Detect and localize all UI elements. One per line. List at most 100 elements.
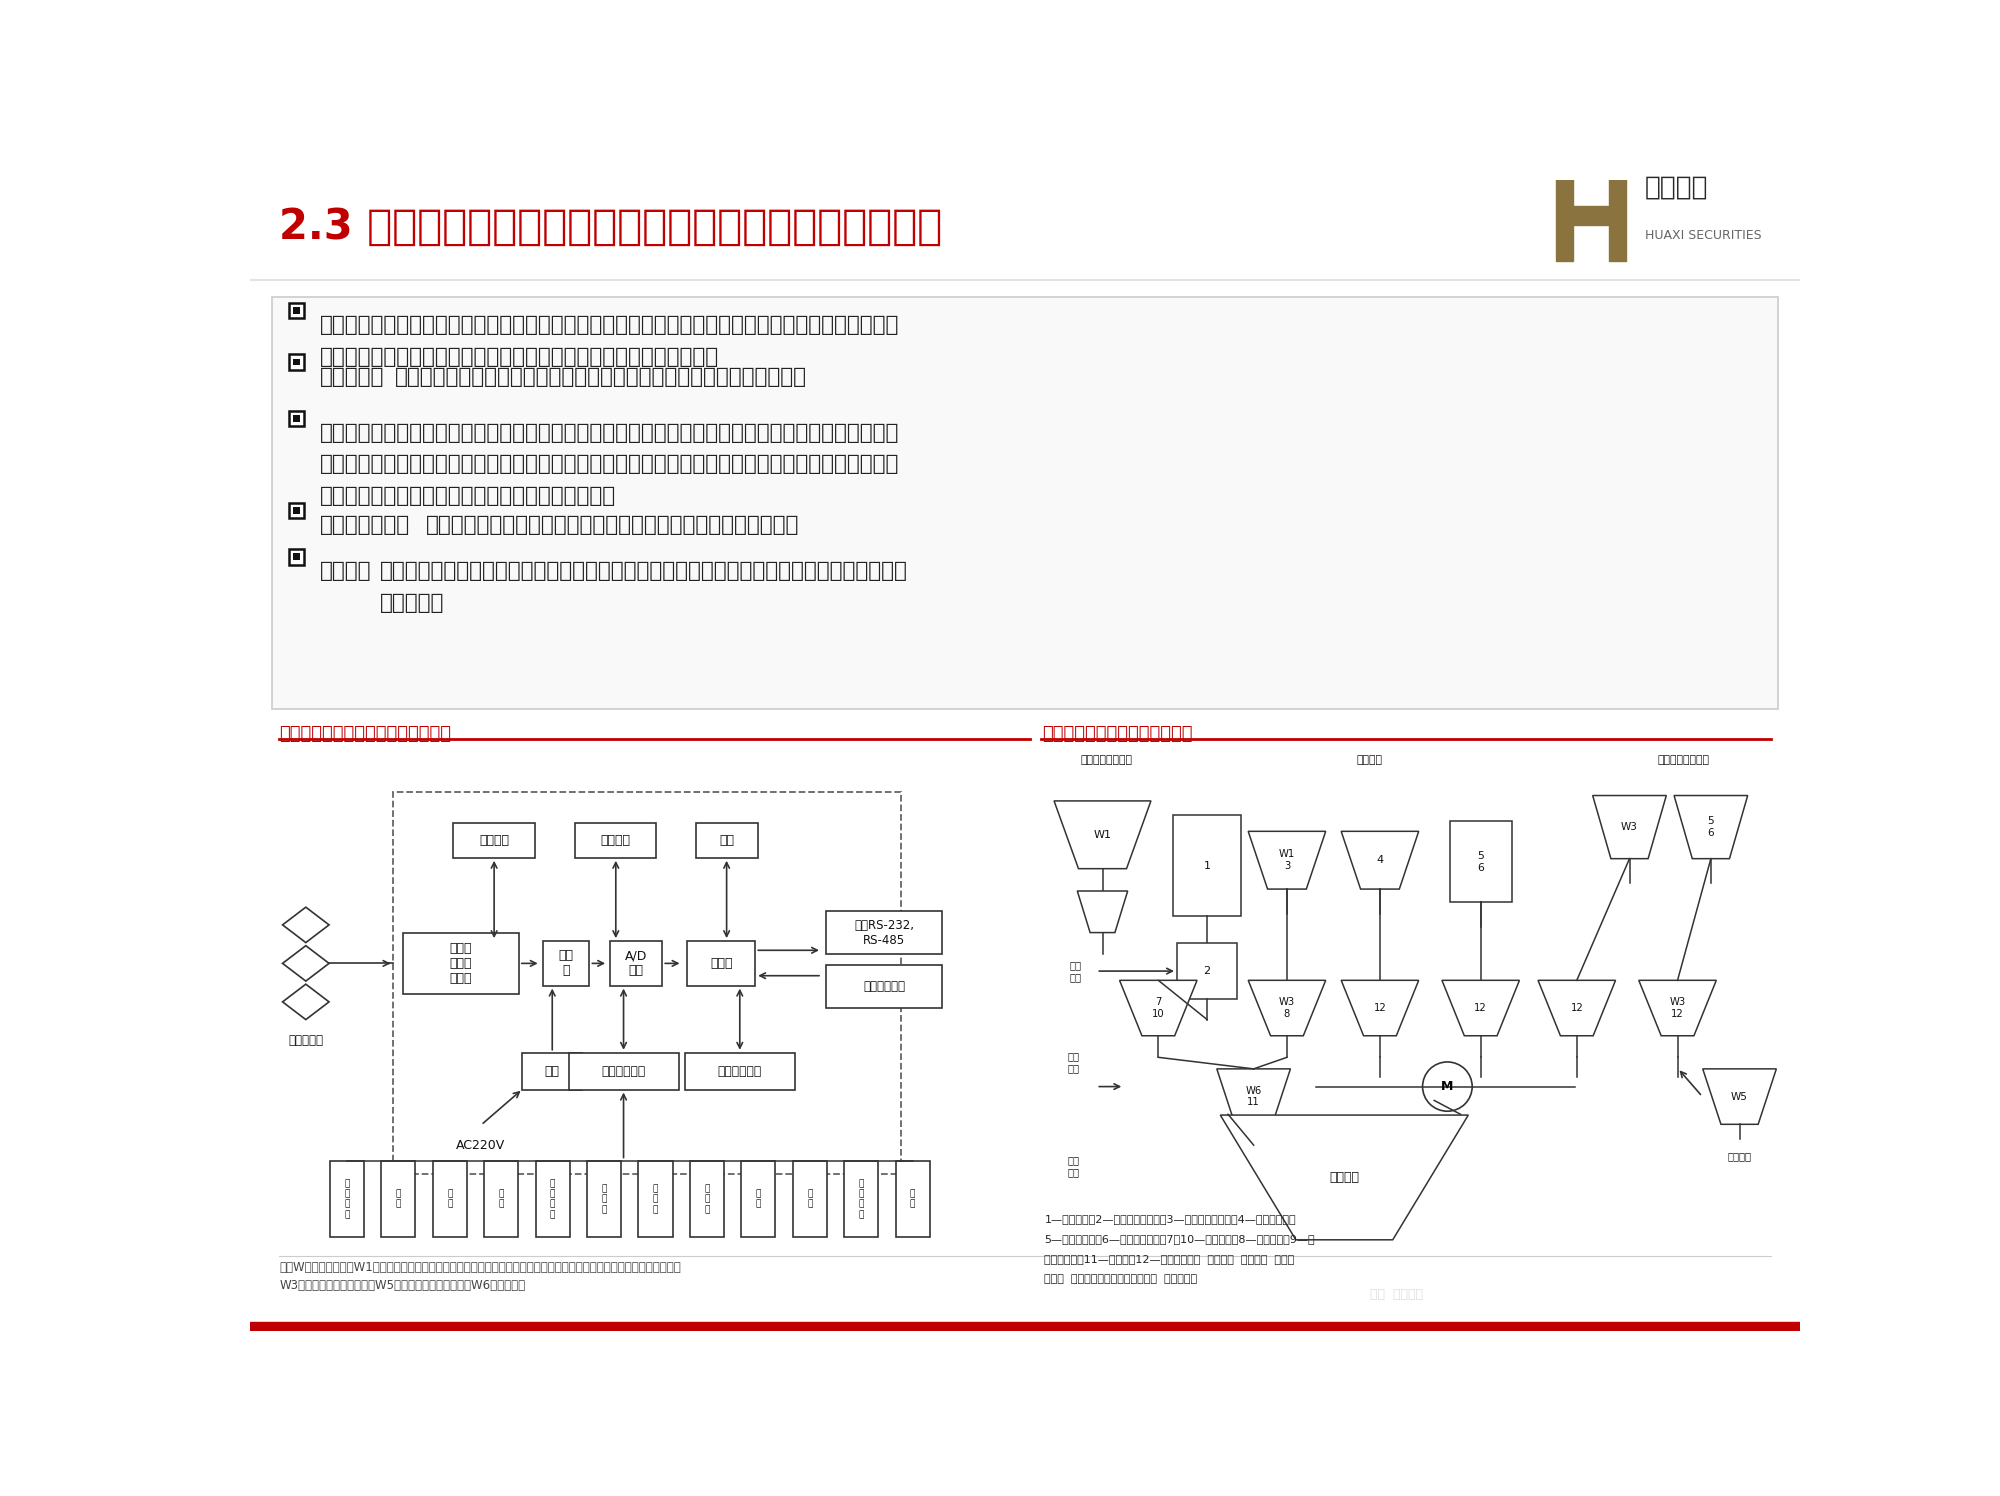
Text: 报警指示: 报警指示 [480,833,510,847]
Bar [742,1161,776,1237]
Text: 置
零: 置 零 [396,1189,400,1209]
Text: 重量显示: 重量显示 [600,833,630,847]
Bar [896,1161,930,1237]
Bar [688,941,756,986]
Text: 通信RS-232,
RS-485: 通信RS-232, RS-485 [854,919,914,947]
Text: 1: 1 [1204,860,1210,871]
Text: 12: 12 [1570,1002,1584,1013]
Bar [1174,815,1242,917]
Bar [288,503,304,518]
Bar [382,1161,416,1237]
Bar [610,941,662,986]
Text: 去混合机: 去混合机 [1330,1171,1360,1183]
Text: 累
计: 累 计 [498,1189,504,1209]
Text: 去之破碎: 去之破碎 [1356,755,1382,764]
Bar [394,793,900,1173]
Text: 来自机械磨粉粉料: 来自机械磨粉粉料 [1080,755,1132,764]
Text: 压缩空气: 压缩空气 [1728,1150,1752,1161]
Bar [1556,165,1572,262]
Text: W1: W1 [1094,830,1112,839]
Text: 配料秤：: 配料秤： [320,561,372,582]
Text: 5—颚式破碎机；6—双对辊破碎机；7，10—暂存料仓；8—文丘里管；9—稀: 5—颚式破碎机；6—双对辊破碎机；7，10—暂存料仓；8—文丘里管；9—稀 [1044,1234,1316,1245]
Text: 单片机: 单片机 [710,957,732,969]
Text: W3
12: W3 12 [1670,998,1686,1019]
Bar [288,355,304,370]
Text: 总线通信模块: 总线通信模块 [862,980,904,993]
Bar [250,1322,1800,1331]
Text: 压缩
空气: 压缩 空气 [1068,1155,1080,1177]
Text: 细
加
料: 细 加 料 [704,1185,710,1213]
Polygon shape [1442,980,1520,1035]
Text: 12: 12 [1374,1002,1386,1013]
Polygon shape [1702,1068,1776,1125]
Text: W1
3: W1 3 [1278,850,1296,871]
Text: 注：W代表称重装置，W1为以减量称方式工作的料斗称重装置，量预置点设定的，对上对下有联锁控制要求的料斗称重系统；
W3为称重式加压输送系统；W5为称重式加压输送: 注：W代表称重装置，W1为以减量称方式工作的料斗称重装置，量预置点设定的，对上对… [280,1261,682,1293]
Bar [288,549,304,564]
Text: 称重传感器: 称重传感器 [288,1034,324,1047]
Text: 1—粉碎料仓；2—密相正压发送罐；3—称重式粉料料仓；4—开袋投料站；: 1—粉碎料仓；2—密相正压发送罐；3—称重式粉料料仓；4—开袋投料站； [1044,1215,1296,1224]
Bar [522,1053,582,1089]
Text: 12: 12 [1474,1002,1488,1013]
Text: 粗
加
料: 粗 加 料 [602,1185,606,1213]
Bar [454,823,534,857]
Polygon shape [1120,980,1198,1035]
Text: 放大
器: 放大 器 [558,950,574,977]
Text: 卸
料: 卸 料 [910,1189,916,1209]
Text: 电源: 电源 [544,1065,560,1077]
Text: 过
滤: 过 滤 [756,1189,762,1209]
Text: M: M [1442,1080,1454,1094]
Text: 相负压输送；11—配料秤；12—振动输送机；  软连接；  空气阀；  称重传: 相负压输送；11—配料秤；12—振动输送机； 软连接； 空气阀； 称重传 [1044,1255,1294,1264]
Polygon shape [282,945,330,981]
Bar [568,1053,678,1089]
Bar [432,1161,466,1237]
Bar [826,911,942,954]
Polygon shape [1592,796,1666,859]
Polygon shape [282,984,330,1020]
Polygon shape [1054,800,1150,869]
Text: 品
种
选
择: 品 种 选 择 [550,1179,556,1219]
Text: 2: 2 [1204,966,1210,975]
Text: W3: W3 [1622,823,1638,832]
Text: 不
足: 不 足 [808,1189,812,1209]
Polygon shape [1570,129,1626,165]
Text: 称
量
完
成: 称 量 完 成 [858,1179,864,1219]
Text: 华西证券: 华西证券 [1644,175,1708,200]
Text: 来自窑炉的块状料: 来自窑炉的块状料 [1658,755,1710,764]
Text: 目前工艺上采用的料仓称重、混合机称重系统、配料秤以及自动定量秤都是重力式装料衡器，它们的共
同结构都是包含供料装置、称重计量、显示装置、控制装置以及具有产能统计: 目前工艺上采用的料仓称重、混合机称重系统、配料秤以及自动定量秤都是重力式装料衡器… [320,423,900,506]
Text: 5
6: 5 6 [1478,851,1484,872]
Text: 键盘: 键盘 [720,833,734,847]
Text: 料仓称重系统：: 料仓称重系统： [320,515,410,536]
Bar [1572,206,1608,224]
Bar [826,965,942,1008]
Text: 图：某生产线中物料流程示意图: 图：某生产线中物料流程示意图 [1042,724,1192,742]
Bar [542,941,590,986]
Bar [272,298,1778,709]
Bar [484,1161,518,1237]
Bar [288,410,304,426]
Text: 中
加
料: 中 加 料 [652,1185,658,1213]
Polygon shape [1674,796,1748,859]
Polygon shape [1248,832,1326,889]
Text: AC220V: AC220V [456,1138,506,1152]
Bar [294,307,300,314]
Bar [844,1161,878,1237]
Text: 应用场景：: 应用场景： [320,367,384,386]
Text: 4: 4 [1376,856,1384,865]
Text: W5: W5 [1732,1092,1748,1101]
Text: 感器；  表面涂覆特氟龙的料位开关；  压力变送器: 感器； 表面涂覆特氟龙的料位开关； 压力变送器 [1044,1275,1198,1285]
Bar [1450,821,1512,902]
Text: 控制输入输出: 控制输入输出 [602,1065,646,1077]
Bar [586,1161,622,1237]
Text: 7
10: 7 10 [1152,998,1164,1019]
Bar [294,507,300,515]
Bar [294,414,300,422]
Text: 压缩
空气: 压缩 空气 [1068,1052,1080,1073]
Bar [402,932,518,995]
Circle shape [1422,1062,1472,1112]
Text: 是电池正极材料生产中关键设备，既要求每一种料有独立的定量值，又要求投入其中的料比例
必须正确。: 是电池正极材料生产中关键设备，既要求每一种料有独立的定量值，又要求投入其中的料比… [380,561,908,613]
Text: 能够显示出整个料仓的空仓重量，又可以显示料仓内物料的净重。: 能够显示出整个料仓的空仓重量，又可以显示料仓内物料的净重。 [426,515,798,536]
Bar [294,554,300,561]
Polygon shape [1220,1115,1468,1240]
Bar [288,302,304,319]
Bar [330,1161,364,1237]
